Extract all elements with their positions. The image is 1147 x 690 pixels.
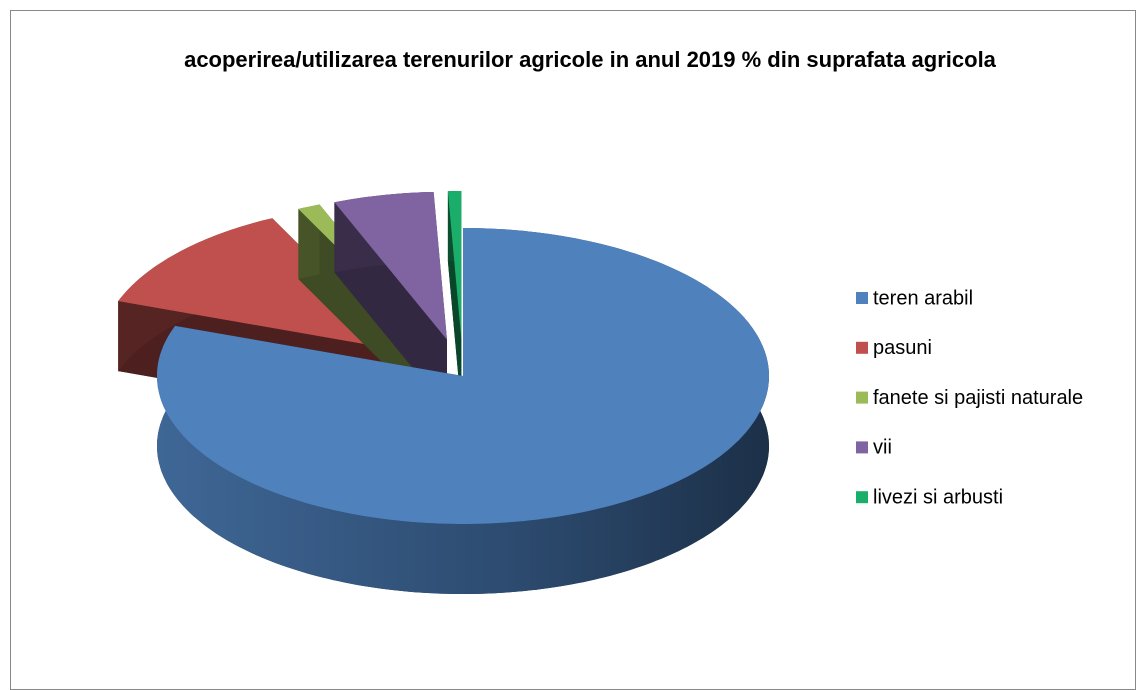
legend-label: vii — [873, 437, 892, 459]
legend-swatch — [856, 491, 868, 504]
legend-swatch — [856, 292, 868, 304]
legend-swatch — [856, 441, 868, 454]
slice-top — [447, 191, 462, 339]
legend-label: teren arabil — [873, 287, 973, 309]
slice — [157, 228, 769, 594]
legend-label: livezi si arbusti — [873, 486, 1003, 508]
legend-swatch — [856, 391, 868, 404]
slice — [447, 191, 462, 409]
legend-label: fanete si pajisti naturale — [873, 387, 1083, 409]
slice-top — [118, 218, 407, 352]
legend-swatch — [856, 341, 868, 354]
slice-top — [157, 228, 769, 524]
chart-title: acoperirea/utilizarea terenurilor agrico… — [184, 47, 996, 72]
legend-label: pasuni — [873, 337, 932, 359]
slice-top — [334, 192, 447, 340]
